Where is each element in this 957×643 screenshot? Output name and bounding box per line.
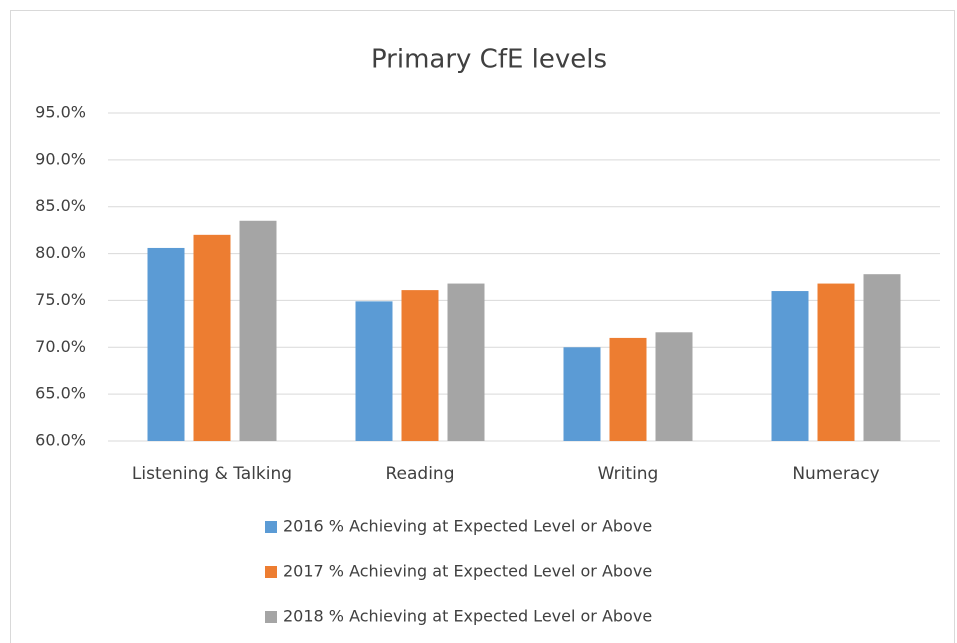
y-tick-label: 85.0% — [35, 196, 86, 215]
bar — [609, 337, 647, 441]
y-tick-label: 95.0% — [35, 103, 86, 122]
bar — [771, 291, 809, 441]
x-tick-label: Writing — [598, 464, 659, 484]
y-tick-label: 60.0% — [35, 431, 86, 450]
bar — [655, 332, 693, 441]
legend-swatch — [265, 521, 277, 533]
y-tick-label: 90.0% — [35, 149, 86, 168]
legend-label: 2016 % Achieving at Expected Level or Ab… — [283, 517, 652, 536]
legend-label: 2017 % Achieving at Expected Level or Ab… — [283, 562, 652, 581]
y-tick-label: 80.0% — [35, 243, 86, 262]
x-tick-label: Listening & Talking — [132, 464, 292, 484]
bar — [401, 290, 439, 441]
bar — [239, 220, 277, 441]
bar — [355, 301, 393, 441]
legend-swatch — [265, 566, 277, 578]
bar — [147, 247, 185, 441]
x-tick-label: Reading — [385, 464, 454, 484]
bar — [863, 274, 901, 441]
chart-title: Primary CfE levels — [371, 45, 607, 75]
bar — [193, 234, 231, 441]
bar — [447, 283, 485, 441]
legend-swatch — [265, 611, 277, 623]
legend-label: 2018 % Achieving at Expected Level or Ab… — [283, 607, 652, 626]
bar — [817, 283, 855, 441]
y-tick-label: 75.0% — [35, 290, 86, 309]
y-tick-label: 65.0% — [35, 384, 86, 403]
x-tick-label: Numeracy — [792, 464, 879, 484]
bar — [563, 347, 601, 441]
y-tick-label: 70.0% — [35, 337, 86, 356]
